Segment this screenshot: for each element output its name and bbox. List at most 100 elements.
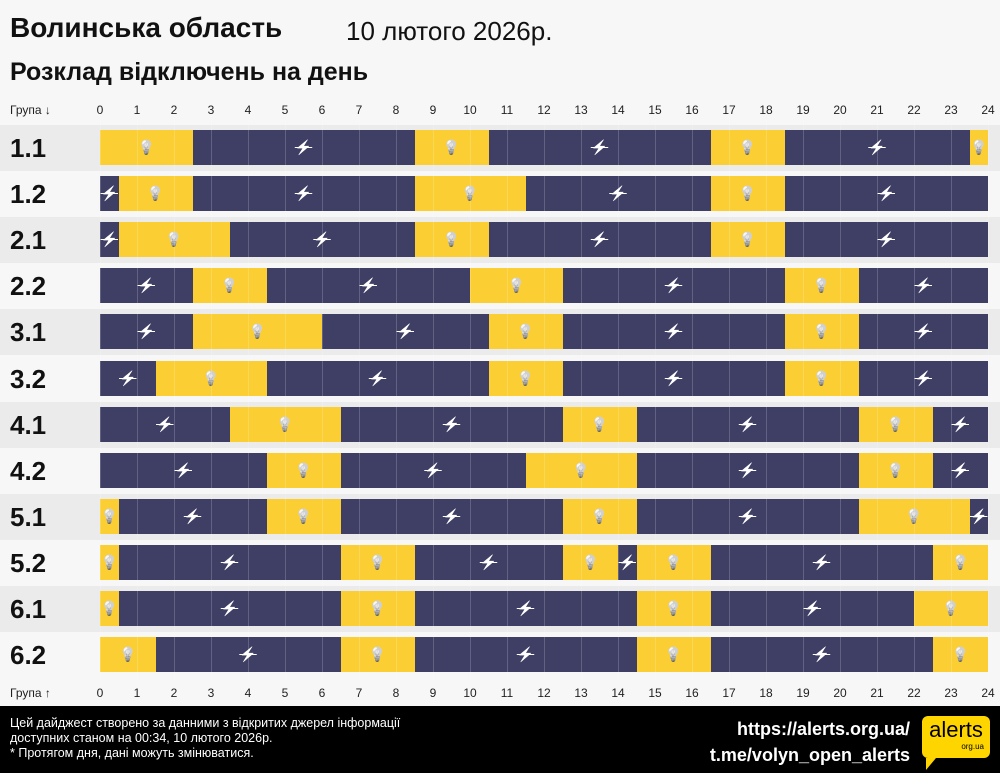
power-off-icon: ⚡ <box>424 461 442 478</box>
lightbulb-icon: 💡 <box>970 139 988 155</box>
power-on-segment: 💡 <box>562 498 637 534</box>
power-on-segment: 💡 <box>470 268 563 304</box>
group-row: 3.2 ⚡ 💡 ⚡ 💡 ⚡ 💡 ⚡ <box>0 356 1000 402</box>
telegram-link[interactable]: t.me/volyn_open_alerts <box>709 745 910 765</box>
power-off-icon: ⚡ <box>590 139 609 155</box>
group-row: 5.2 💡 ⚡ 💡 ⚡ 💡 ⚡ 💡 ⚡ 💡 <box>0 540 1000 586</box>
power-on-segment: 💡 <box>784 314 859 350</box>
lightbulb-icon: 💡 <box>516 369 535 386</box>
lightbulb-icon: 💡 <box>812 369 831 386</box>
hour-tick: 9 <box>429 103 437 117</box>
power-off-segment: ⚡ <box>710 544 933 580</box>
website-link[interactable]: https://alerts.org.ua/ <box>736 719 910 739</box>
group-row: 1.1 💡 ⚡ 💡 ⚡ 💡 ⚡ 💡 <box>0 125 1000 171</box>
lightbulb-icon: 💡 <box>905 507 923 524</box>
power-off-segment: ⚡ <box>322 314 489 350</box>
lightbulb-icon: 💡 <box>507 277 525 294</box>
group-name: 4.1 <box>10 409 47 440</box>
logo-subtext: org.ua <box>961 742 984 751</box>
hour-tick: 5 <box>281 103 289 117</box>
hour-tick: 20 <box>833 686 847 700</box>
hour-tick: 15 <box>648 686 662 700</box>
power-off-segment: ⚡ <box>414 637 637 673</box>
power-off-icon: ⚡ <box>590 231 609 248</box>
group-row: 6.1 💡 ⚡ 💡 ⚡ 💡 ⚡ 💡 <box>0 586 1000 632</box>
power-off-segment: ⚡ <box>932 406 988 442</box>
power-off-icon: ⚡ <box>442 415 461 432</box>
hour-tick: 17 <box>722 686 736 700</box>
power-off-icon: ⚡ <box>239 646 257 663</box>
power-on-segment: 💡 <box>784 360 859 396</box>
power-off-icon: ⚡ <box>812 553 831 570</box>
power-off-icon: ⚡ <box>368 369 387 386</box>
power-off-icon: ⚡ <box>396 323 414 340</box>
group-name: 3.2 <box>10 363 47 394</box>
lightbulb-icon: 💡 <box>137 139 155 155</box>
hour-tick: 0 <box>96 686 104 700</box>
power-off-icon: ⚡ <box>914 323 932 340</box>
power-on-segment: 💡 <box>155 360 267 396</box>
note-line: * Протягом дня, дані можуть змінюватися. <box>10 746 254 760</box>
hour-tick: 22 <box>907 103 921 117</box>
lightbulb-icon: 💡 <box>942 600 960 616</box>
power-off-segment: ⚡ <box>100 360 156 396</box>
power-off-segment: ⚡ <box>488 222 711 258</box>
group-row: 6.2 💡 ⚡ 💡 ⚡ 💡 ⚡ 💡 <box>0 632 1000 678</box>
hour-tick: 14 <box>611 103 625 117</box>
power-off-icon: ⚡ <box>914 369 932 386</box>
power-on-segment: 💡 <box>266 498 341 534</box>
power-off-segment: ⚡ <box>488 130 711 165</box>
power-off-icon: ⚡ <box>442 507 461 524</box>
logo-text: alerts <box>929 717 983 742</box>
power-on-segment: 💡 <box>100 130 193 165</box>
power-off-segment: ⚡ <box>562 360 785 396</box>
power-off-segment: ⚡ <box>636 452 859 488</box>
lightbulb-icon: 💡 <box>442 139 461 155</box>
group-name: 6.2 <box>10 640 47 671</box>
lightbulb-icon: 💡 <box>294 461 313 478</box>
power-off-icon: ⚡ <box>812 646 831 663</box>
power-off-icon: ⚡ <box>220 553 239 570</box>
axis-group-label: Група ↑ <box>10 686 51 700</box>
power-off-segment: ⚡ <box>784 130 970 165</box>
lightbulb-icon: 💡 <box>572 461 590 478</box>
hour-tick: 19 <box>796 103 810 117</box>
group-row: 4.2 ⚡ 💡 ⚡ 💡 ⚡ 💡 ⚡ <box>0 448 1000 494</box>
power-off-icon: ⚡ <box>868 139 886 155</box>
hour-axis-top: Група ↓ 0 1 2 3 4 5 6 7 8 9 10 11 12 13 14 15 16 17 18 19 20… <box>0 100 1000 120</box>
power-on-segment: 💡 <box>488 314 563 350</box>
lightbulb-icon: 💡 <box>738 139 757 155</box>
power-off-segment: ⚡ <box>636 406 859 442</box>
power-off-segment: ⚡ <box>266 360 489 396</box>
hour-tick: 23 <box>944 686 958 700</box>
hour-tick: 4 <box>244 686 252 700</box>
power-on-segment: 💡 <box>100 544 119 580</box>
power-off-icon: ⚡ <box>738 507 757 524</box>
power-on-segment: 💡 <box>340 637 415 673</box>
lightbulb-icon: 💡 <box>581 553 599 570</box>
power-off-icon: ⚡ <box>803 600 821 616</box>
lightbulb-icon: 💡 <box>664 646 683 663</box>
hour-tick: 8 <box>392 686 400 700</box>
lightbulb-icon: 💡 <box>368 600 387 616</box>
power-on-segment: 💡 <box>636 637 711 673</box>
hour-tick: 2 <box>170 103 178 117</box>
power-on-segment: 💡 <box>710 222 785 258</box>
power-off-segment: ⚡ <box>710 591 914 626</box>
lightbulb-icon: 💡 <box>276 415 294 432</box>
power-on-segment: 💡 <box>784 268 859 304</box>
power-off-icon: ⚡ <box>877 231 895 248</box>
power-off-segment: ⚡ <box>858 360 988 396</box>
power-off-icon: ⚡ <box>220 600 239 616</box>
power-off-segment: ⚡ <box>858 268 988 304</box>
power-off-segment: ⚡ <box>192 176 415 212</box>
hour-tick: 20 <box>833 103 847 117</box>
power-on-segment: 💡 <box>858 406 933 442</box>
lightbulb-icon: 💡 <box>951 646 969 663</box>
lightbulb-icon: 💡 <box>590 507 609 524</box>
power-on-segment: 💡 <box>118 176 193 212</box>
lightbulb-icon: 💡 <box>202 369 220 386</box>
power-off-icon: ⚡ <box>877 185 895 202</box>
power-on-segment: 💡 <box>858 498 970 534</box>
power-off-segment: ⚡ <box>100 222 119 258</box>
